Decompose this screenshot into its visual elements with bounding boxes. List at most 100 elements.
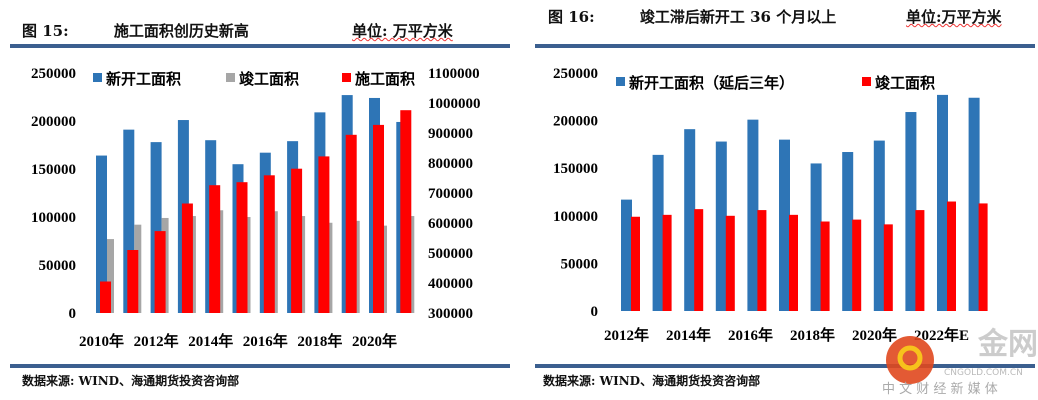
bar-新开工面积（延后三年） xyxy=(779,139,790,311)
bar-竣工面积 xyxy=(631,216,640,311)
y2-tick-label: 1000000 xyxy=(428,96,481,112)
x-tick-label: 2012年 xyxy=(604,326,649,344)
bar-新开工面积（延后三年） xyxy=(621,199,632,311)
bar-新开工面积（延后三年） xyxy=(968,97,980,311)
chart-title: 施工面积创历史新高 xyxy=(113,22,249,40)
bar-新开工面积（延后三年） xyxy=(715,141,727,311)
legend-label: 竣工面积 xyxy=(239,70,299,88)
x-tick-label: 2014年 xyxy=(666,326,711,344)
bar-竣工面积 xyxy=(883,224,893,311)
legend-swatch xyxy=(226,73,235,82)
x-tick-label: 2014年 xyxy=(188,332,233,350)
bar-竣工面积 xyxy=(107,239,114,313)
right-figure-header: 图 16: 竣工滞后新开工 36 个月以上 单位:万平方米 xyxy=(548,6,1002,27)
y-tick-label: 0 xyxy=(69,306,77,322)
bar-新开工面积 xyxy=(150,142,162,313)
bar-施工面积 xyxy=(209,185,221,313)
bar-新开工面积（延后三年） xyxy=(873,140,885,311)
x-tick-label: 2018年 xyxy=(790,326,835,344)
bar-新开工面积（延后三年） xyxy=(810,163,822,311)
bar-新开工面积（延后三年） xyxy=(905,112,917,311)
bar-施工面积 xyxy=(181,203,193,313)
right-chart: 0 50000 100000 150000 200000 250000 2012年 2014年… xyxy=(553,66,988,344)
x-tick-label: 2020年 xyxy=(852,326,897,344)
y-tick-label: 100000 xyxy=(553,209,598,225)
unit-label: 单位:万平方米 xyxy=(906,8,1002,26)
legend-label: 新开工面积 xyxy=(106,70,181,88)
footer-rule xyxy=(535,364,1035,368)
bar-新开工面积（延后三年） xyxy=(842,152,854,311)
bar-施工面积 xyxy=(291,168,303,313)
y-tick-label: 100000 xyxy=(31,210,76,226)
bar-施工面积 xyxy=(373,124,384,314)
y-tick-label: 150000 xyxy=(31,162,76,178)
y2-tick-label: 900000 xyxy=(428,126,473,142)
y-tick-label: 250000 xyxy=(31,66,76,82)
left-chart: 0 50000 100000 150000 200000 250000 300000 4000… xyxy=(31,66,481,350)
watermark-tagline: 中 文 财 经 新 媒 体 xyxy=(882,382,998,397)
bar-施工面积 xyxy=(127,250,139,313)
y-tick-label: 200000 xyxy=(553,114,598,130)
y2-tick-label: 800000 xyxy=(428,156,473,172)
bar-竣工面积 xyxy=(757,210,767,311)
bar-竣工面积 xyxy=(852,219,862,311)
bar-新开工面积 xyxy=(123,129,135,313)
x-tick-label: 2020年 xyxy=(352,332,397,350)
legend-label: 施工面积 xyxy=(355,70,415,88)
y-tick-label: 150000 xyxy=(553,161,598,177)
bar-施工面积 xyxy=(318,156,330,313)
unit-label: 单位: 万平方米 xyxy=(352,22,453,40)
x-tick-label: 2010年 xyxy=(79,332,124,350)
watermark-name: 金网 xyxy=(978,327,1038,362)
watermark-logo: 金网 CNGOLD.COM.CN 中 文 财 经 新 媒 体 xyxy=(860,328,1038,400)
y-tick-label: 50000 xyxy=(561,256,599,272)
y2-tick-label: 1100000 xyxy=(428,66,480,82)
header-rule xyxy=(535,44,1035,48)
y-tick-label: 50000 xyxy=(39,258,77,274)
x-tick-label: 2022年E xyxy=(914,326,969,344)
bar-新开工面积（延后三年） xyxy=(747,119,759,311)
figure-label: 图 15: xyxy=(22,22,69,40)
figure-label: 图 16: xyxy=(548,8,595,26)
x-tick-label: 2012年 xyxy=(134,332,179,350)
left-figure-header: 图 15: 施工面积创历史新高 单位: 万平方米 xyxy=(22,20,453,41)
source-note: 数据来源: WIND、海通期货投资咨询部 xyxy=(22,374,240,388)
legend-swatch xyxy=(342,73,351,82)
bar-竣工面积 xyxy=(725,215,735,311)
bar-竣工面积 xyxy=(694,209,704,311)
y2-tick-label: 400000 xyxy=(428,276,473,292)
bar-新开工面积（延后三年） xyxy=(684,129,696,311)
y2-tick-label: 300000 xyxy=(428,306,473,322)
bar-施工面积 xyxy=(154,231,166,313)
bar-施工面积 xyxy=(400,110,412,313)
legend-swatch xyxy=(616,77,625,86)
bar-新开工面积（延后三年） xyxy=(937,94,948,311)
x-tick-label: 2018年 xyxy=(297,332,342,350)
watermark-domain: CNGOLD.COM.CN xyxy=(944,368,1023,378)
y-tick-label: 200000 xyxy=(31,114,76,130)
bar-竣工面积 xyxy=(915,210,925,311)
header-rule xyxy=(10,44,510,48)
y2-tick-label: 600000 xyxy=(428,216,473,232)
bar-新开工面积（延后三年） xyxy=(652,154,664,311)
bar-施工面积 xyxy=(345,134,357,313)
bar-竣工面积 xyxy=(789,214,798,311)
bar-竣工面积 xyxy=(978,203,988,311)
x-tick-label: 2016年 xyxy=(243,332,288,350)
legend-swatch xyxy=(93,73,102,82)
bar-施工面积 xyxy=(236,182,248,313)
y-tick-label: 250000 xyxy=(553,66,598,82)
footer-rule xyxy=(10,364,510,368)
y-tick-label: 0 xyxy=(591,304,599,320)
bar-施工面积 xyxy=(263,175,275,313)
x-tick-label: 2016年 xyxy=(728,326,773,344)
legend-swatch xyxy=(862,77,871,86)
bar-竣工面积 xyxy=(662,214,672,311)
bar-竣工面积 xyxy=(820,221,830,311)
y2-tick-label: 500000 xyxy=(428,246,473,262)
legend-label: 竣工面积 xyxy=(875,74,935,92)
chart-title: 竣工滞后新开工 36 个月以上 xyxy=(639,8,837,26)
logo-icon xyxy=(886,336,934,384)
bar-竣工面积 xyxy=(947,201,956,311)
bar-施工面积 xyxy=(100,281,111,313)
